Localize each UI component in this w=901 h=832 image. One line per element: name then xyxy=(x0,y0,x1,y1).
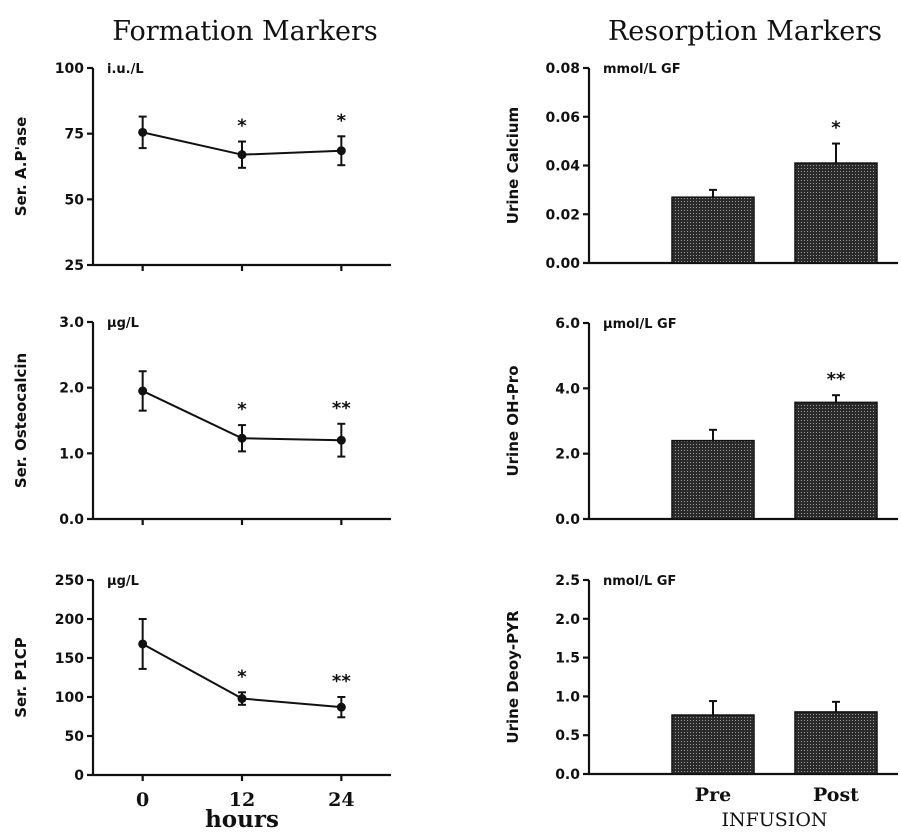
y-tick-label: 0.00 xyxy=(545,256,580,272)
x-tick-label: 24 xyxy=(328,789,354,811)
bar xyxy=(794,401,878,520)
significance-marker: ** xyxy=(332,671,351,692)
y-tick-label: 50 xyxy=(65,729,85,745)
y-tick-label: 1.5 xyxy=(555,651,580,667)
bar xyxy=(671,714,755,775)
y-axis-title: Ser. A.P'ase xyxy=(12,117,30,217)
y-tick-label: 2.0 xyxy=(555,612,580,628)
x-tick-label: 12 xyxy=(229,789,255,811)
significance-marker: * xyxy=(237,399,247,420)
y-tick-label: 0.0 xyxy=(59,512,84,528)
right-column-title: Resorption Markers xyxy=(608,16,882,47)
y-axis-title: Urine Deoy-PYR xyxy=(504,610,522,744)
y-axis-title: Ser. Osteocalcin xyxy=(12,353,30,488)
y-tick-label: 0.04 xyxy=(545,159,580,175)
bar xyxy=(794,711,878,775)
y-tick-label: 1.0 xyxy=(555,689,580,705)
data-point xyxy=(237,694,247,704)
unit-label: µg/L xyxy=(107,574,139,589)
y-tick-label: 50 xyxy=(65,192,85,208)
y-tick-label: 0.0 xyxy=(555,512,580,528)
y-tick-label: 6.0 xyxy=(555,316,580,332)
y-tick-label: 2.5 xyxy=(555,573,580,589)
x-axis-title: INFUSION xyxy=(721,809,827,831)
data-point xyxy=(138,386,148,396)
significance-marker: * xyxy=(831,118,841,139)
y-tick-label: 25 xyxy=(65,258,84,274)
unit-label: i.u./L xyxy=(107,62,144,77)
data-point xyxy=(336,435,346,445)
bar xyxy=(671,196,755,264)
left-column-title: Formation Markers xyxy=(112,16,378,47)
y-tick-label: 150 xyxy=(55,651,84,667)
x-tick-label: 0 xyxy=(136,789,149,811)
y-tick-label: 0.08 xyxy=(545,61,580,77)
y-tick-label: 0.02 xyxy=(545,207,580,223)
y-tick-label: 100 xyxy=(55,61,84,77)
y-tick-label: 1.0 xyxy=(59,446,84,462)
panel-4: 0.00 0.02 0.04 0.06 0.08 mmol/L GF Urine Calci… xyxy=(504,61,898,272)
y-tick-label: 0.06 xyxy=(545,110,580,126)
y-axis-title: Urine Calcium xyxy=(504,107,522,224)
significance-marker: * xyxy=(337,110,347,131)
x-axis-title: hours xyxy=(205,806,279,832)
y-tick-label: 0.5 xyxy=(555,728,580,744)
bar xyxy=(671,439,755,520)
data-point xyxy=(237,433,247,443)
y-tick-label: 3.0 xyxy=(59,315,84,331)
y-axis-title: Ser. P1CP xyxy=(12,637,30,718)
unit-label: nmol/L GF xyxy=(603,574,676,589)
data-point xyxy=(138,127,148,137)
y-tick-label: 250 xyxy=(55,573,84,589)
x-tick-label: Pre xyxy=(695,784,731,806)
data-point xyxy=(237,150,247,160)
panel-6: 0.0 0.5 1.0 1.5 2.0 2.5 nmol/L GF Urine Deoy-PY… xyxy=(504,573,898,831)
significance-marker: ** xyxy=(827,369,846,390)
significance-marker: ** xyxy=(332,398,351,419)
x-tick-label: Post xyxy=(813,784,859,806)
y-tick-label: 2.0 xyxy=(555,447,580,463)
y-axis-title: Urine OH-Pro xyxy=(504,365,522,476)
y-tick-label: 4.0 xyxy=(555,381,580,397)
y-tick-label: 0 xyxy=(74,768,84,784)
y-tick-label: 0.0 xyxy=(555,767,580,783)
unit-label: µmol/L GF xyxy=(603,317,677,332)
data-point xyxy=(336,146,346,156)
panel-1: 25 50 75 100 i.u./L Ser. A.P'ase * * xyxy=(12,61,391,274)
panel-5: 0.0 2.0 4.0 6.0 µmol/L GF Urine OH-Pro ** xyxy=(504,316,898,528)
y-tick-label: 100 xyxy=(55,690,84,706)
y-tick-label: 200 xyxy=(55,612,84,628)
y-tick-label: 75 xyxy=(65,127,84,143)
unit-label: µg/L xyxy=(107,316,139,331)
significance-marker: * xyxy=(237,116,247,137)
bar xyxy=(794,162,878,264)
unit-label: mmol/L GF xyxy=(603,62,681,77)
significance-marker: * xyxy=(237,666,247,687)
y-tick-label: 2.0 xyxy=(59,381,84,397)
data-point xyxy=(138,639,148,649)
data-point xyxy=(336,702,346,712)
